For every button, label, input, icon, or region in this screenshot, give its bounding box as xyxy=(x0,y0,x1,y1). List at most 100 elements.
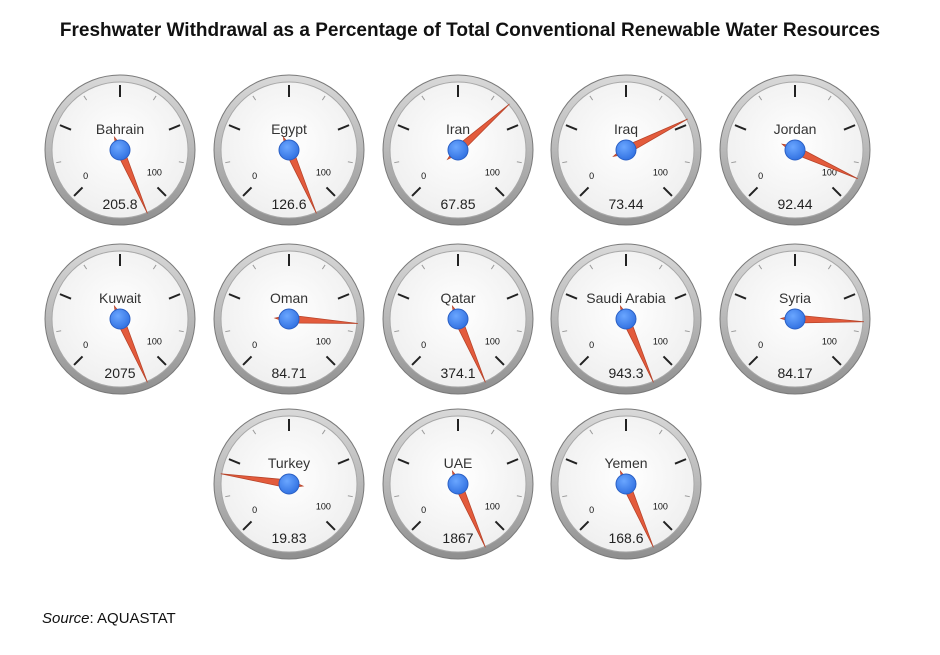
minor-tick xyxy=(731,161,737,164)
scale-min-label: 0 xyxy=(421,505,426,515)
minor-tick xyxy=(589,429,594,435)
minor-tick xyxy=(321,264,326,270)
major-tick xyxy=(242,355,253,366)
gauge-value: 92.44 xyxy=(777,196,812,212)
minor-tick xyxy=(589,264,594,270)
gauge-label: Iraq xyxy=(614,121,638,137)
major-tick xyxy=(674,293,687,300)
scale-min-label: 0 xyxy=(589,171,594,181)
major-tick xyxy=(734,293,747,300)
minor-tick xyxy=(516,495,522,498)
scale-min-label: 0 xyxy=(252,505,257,515)
gauge-label: Bahrain xyxy=(96,121,144,137)
minor-tick xyxy=(252,429,257,435)
minor-tick xyxy=(421,95,426,101)
minor-tick xyxy=(152,95,157,101)
minor-tick xyxy=(516,330,522,333)
minor-tick xyxy=(56,161,62,164)
major-tick xyxy=(59,124,72,131)
major-tick xyxy=(73,355,84,366)
gauge-label: UAE xyxy=(444,455,473,471)
major-tick xyxy=(579,186,590,197)
major-tick xyxy=(411,355,422,366)
major-tick xyxy=(579,355,590,366)
major-tick xyxy=(565,124,578,131)
major-tick xyxy=(506,458,519,465)
minor-tick xyxy=(658,429,663,435)
major-tick xyxy=(831,355,842,366)
gauge-hub xyxy=(784,308,806,330)
gauge-hub xyxy=(278,473,300,495)
gauge-value: 205.8 xyxy=(102,196,137,212)
major-tick xyxy=(156,355,167,366)
gauge-label: Syria xyxy=(779,290,811,306)
minor-tick xyxy=(562,161,568,164)
gauge-hub xyxy=(278,308,300,330)
minor-tick xyxy=(490,264,495,270)
major-tick xyxy=(325,186,336,197)
minor-tick xyxy=(827,95,832,101)
minor-tick xyxy=(421,429,426,435)
major-tick xyxy=(748,355,759,366)
gauge-bahrain: 0 100 Bahrain 205.8 xyxy=(44,74,196,226)
gauge-value: 67.85 xyxy=(440,196,475,212)
scale-min-label: 0 xyxy=(758,340,763,350)
major-tick xyxy=(397,293,410,300)
major-tick xyxy=(674,124,687,131)
minor-tick xyxy=(853,161,859,164)
minor-tick xyxy=(394,330,400,333)
minor-tick xyxy=(252,95,257,101)
gauge-value: 943.3 xyxy=(608,365,643,381)
source-note: Source: AQUASTAT xyxy=(42,610,176,627)
gauge-hub xyxy=(615,139,637,161)
scale-max-label: 100 xyxy=(316,336,331,346)
scale-max-label: 100 xyxy=(485,336,500,346)
minor-tick xyxy=(225,161,231,164)
gauge-qatar: 0 100 Qatar 374.1 xyxy=(382,243,534,395)
gauge-hub xyxy=(615,473,637,495)
gauge-label: Oman xyxy=(270,290,308,306)
minor-tick xyxy=(394,495,400,498)
major-tick xyxy=(325,355,336,366)
minor-tick xyxy=(684,495,690,498)
minor-tick xyxy=(827,264,832,270)
major-tick xyxy=(397,124,410,131)
gauge-syria: 0 100 Syria 84.17 xyxy=(719,243,871,395)
major-tick xyxy=(156,186,167,197)
minor-tick xyxy=(684,330,690,333)
minor-tick xyxy=(758,264,763,270)
gauge-value: 2075 xyxy=(104,365,135,381)
major-tick xyxy=(494,520,505,531)
major-tick xyxy=(411,520,422,531)
gauge-turkey: 0 100 Turkey 19.83 xyxy=(213,408,365,560)
major-tick xyxy=(397,458,410,465)
minor-tick xyxy=(658,264,663,270)
minor-tick xyxy=(225,495,231,498)
gauge-value: 1867 xyxy=(442,530,473,546)
gauge-value: 19.83 xyxy=(271,530,306,546)
gauge-value: 84.17 xyxy=(777,365,812,381)
scale-max-label: 100 xyxy=(485,167,500,177)
major-tick xyxy=(662,186,673,197)
scale-max-label: 100 xyxy=(147,336,162,346)
minor-tick xyxy=(490,429,495,435)
scale-min-label: 0 xyxy=(252,171,257,181)
gauge-hub xyxy=(109,308,131,330)
gauge-saudi-arabia: 0 100 Saudi Arabia 943.3 xyxy=(550,243,702,395)
gauge-kuwait: 0 100 Kuwait 2075 xyxy=(44,243,196,395)
minor-tick xyxy=(225,330,231,333)
source-separator: : xyxy=(89,610,98,627)
minor-tick xyxy=(321,95,326,101)
minor-tick xyxy=(490,95,495,101)
scale-max-label: 100 xyxy=(147,167,162,177)
minor-tick xyxy=(178,330,184,333)
major-tick xyxy=(662,520,673,531)
minor-tick xyxy=(658,95,663,101)
gauge-yemen: 0 100 Yemen 168.6 xyxy=(550,408,702,560)
major-tick xyxy=(168,124,181,131)
chart-title: Freshwater Withdrawal as a Percentage of… xyxy=(59,20,881,41)
scale-min-label: 0 xyxy=(421,171,426,181)
scale-max-label: 100 xyxy=(653,167,668,177)
minor-tick xyxy=(252,264,257,270)
